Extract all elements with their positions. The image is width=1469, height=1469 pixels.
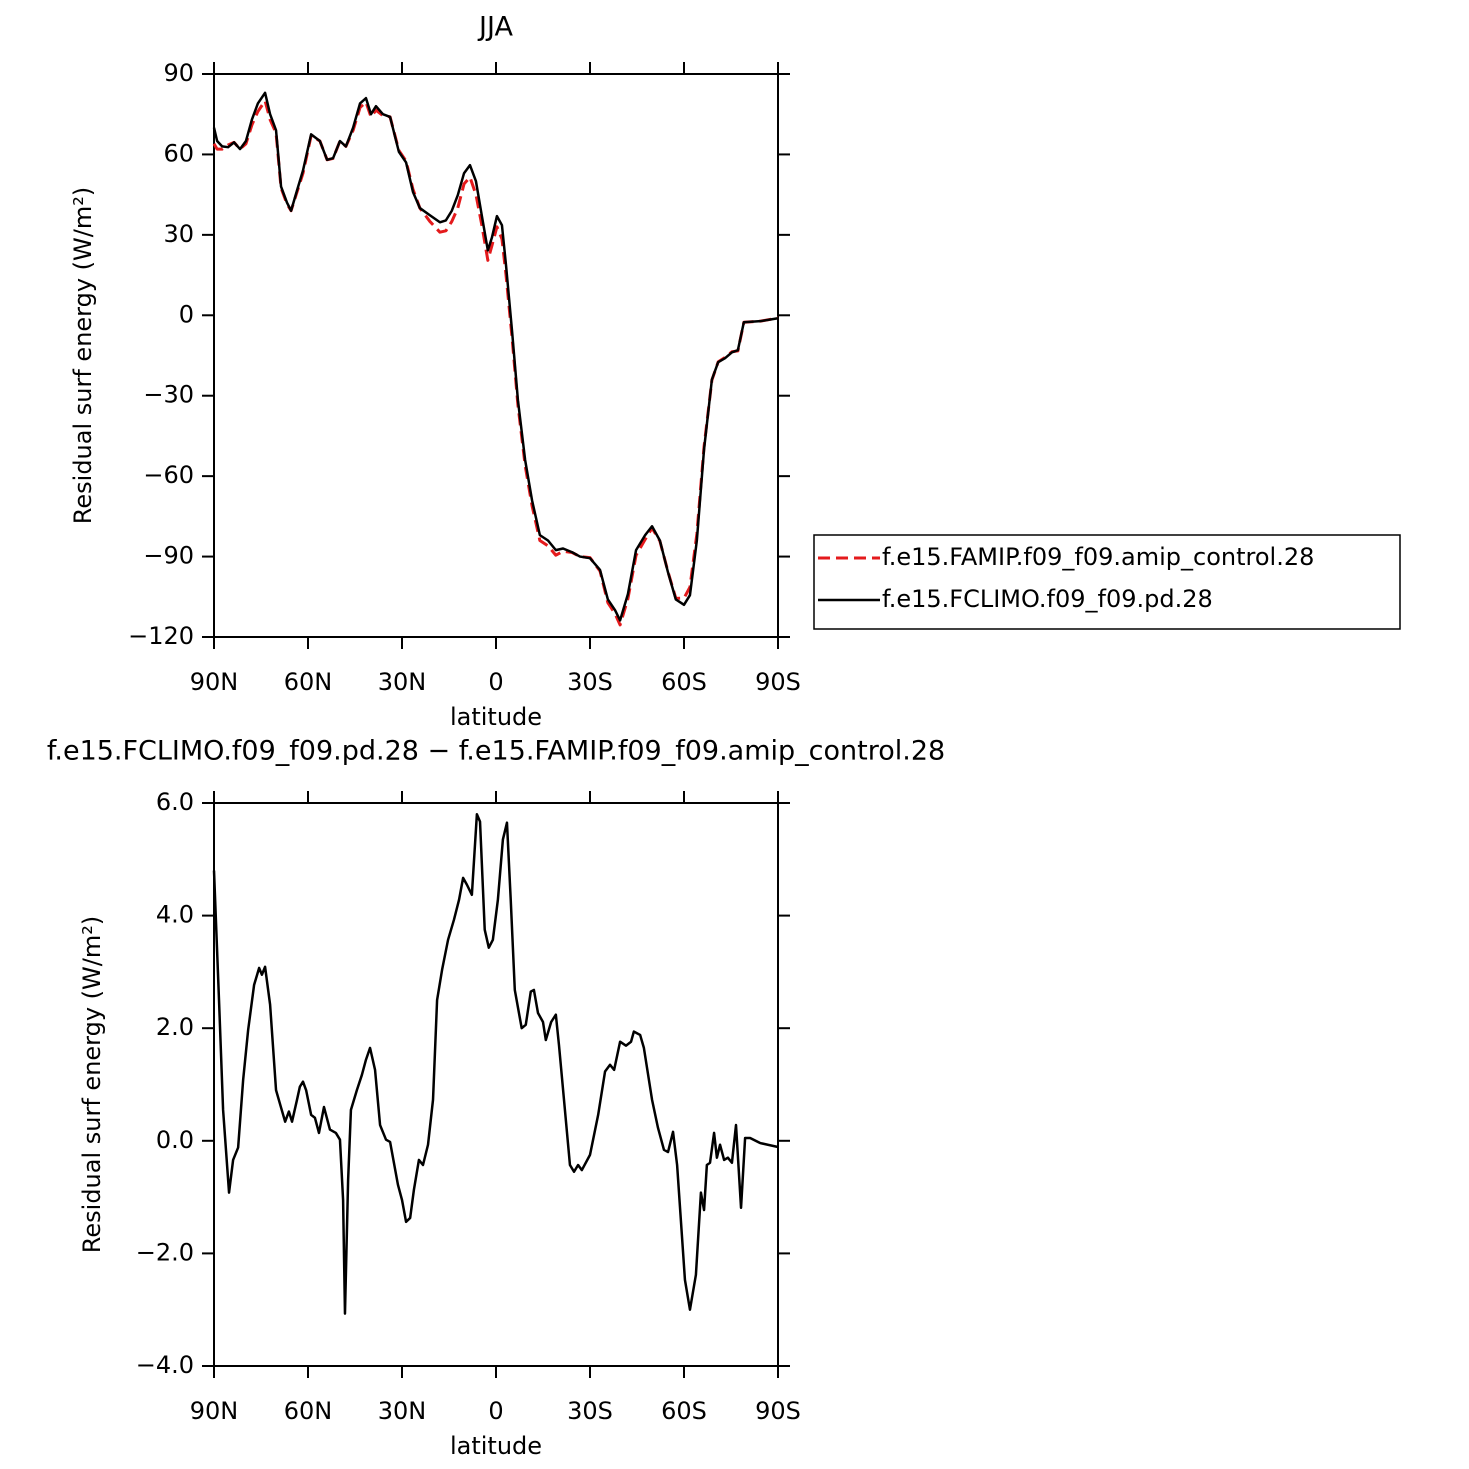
y-tick-label: 90 [163,59,194,87]
legend-label: f.e15.FAMIP.f09_f09.amip_control.28 [882,543,1314,571]
plot-frame [213,802,779,1367]
y-tick-label: 6.0 [156,788,194,816]
chart-title: f.e15.FCLIMO.f09_f09.pd.28 − f.e15.FAMIP… [47,736,945,767]
legend-box [813,534,1401,630]
y-tick-label: 0 [179,300,194,328]
x-tick-label: 60S [661,668,707,696]
legend-label: f.e15.FCLIMO.f09_f09.pd.28 [882,585,1213,613]
y-tick-label: 60 [163,139,194,167]
y-axis-label: Residual surf energy (W/m²) [78,916,106,1253]
y-tick-label: −90 [143,542,194,570]
x-tick-label: 30S [567,1397,613,1425]
y-tick-label: −60 [143,461,194,489]
x-axis-label: latitude [450,703,542,731]
y-tick-label: −4.0 [136,1351,194,1379]
x-tick-label: 0 [488,1397,503,1425]
x-tick-label: 90S [755,1397,801,1425]
x-axis-label: latitude [450,1432,542,1460]
x-tick-label: 90N [190,1397,239,1425]
data-line [212,99,779,627]
y-tick-label: −120 [128,622,194,650]
x-tick-label: 90S [755,668,801,696]
y-axis-label: Residual surf energy (W/m²) [69,187,97,524]
y-tick-label: 0.0 [156,1126,194,1154]
y-tick-label: 4.0 [156,901,194,929]
x-tick-label: 60S [661,1397,707,1425]
y-tick-label: 2.0 [156,1013,194,1041]
x-tick-label: 60N [284,668,333,696]
x-tick-label: 30N [378,668,427,696]
y-tick-label: −2.0 [136,1238,194,1266]
x-tick-label: 60N [284,1397,333,1425]
chart-title: JJA [477,12,513,43]
x-tick-label: 30S [567,668,613,696]
data-line [212,91,779,622]
x-tick-label: 30N [378,1397,427,1425]
data-line [212,813,779,1315]
y-tick-label: 30 [163,220,194,248]
x-tick-label: 0 [488,668,503,696]
x-tick-label: 90N [190,668,239,696]
y-tick-label: −30 [143,381,194,409]
